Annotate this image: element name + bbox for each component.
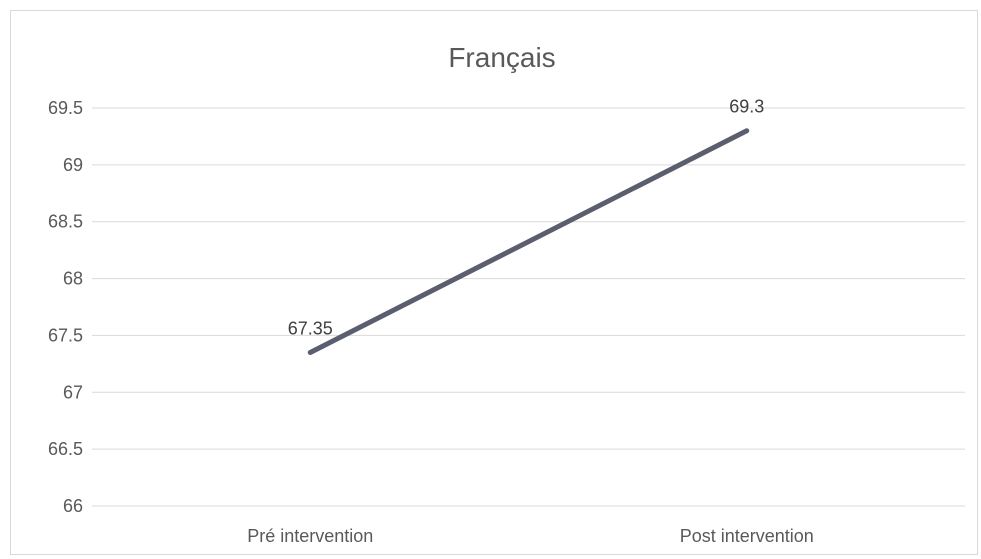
- y-tick-label: 67: [63, 382, 83, 402]
- gridlines: [92, 107, 965, 507]
- y-tick-label: 69.5: [48, 98, 83, 118]
- y-tick-label: 66: [63, 496, 83, 516]
- y-tick-label: 68.5: [48, 212, 83, 232]
- series-line: [307, 128, 750, 355]
- y-tick-label: 68: [63, 269, 83, 289]
- y-tick-label: 69: [63, 155, 83, 175]
- y-tick-label: 66.5: [48, 439, 83, 459]
- y-tick-label: 67.5: [48, 325, 83, 345]
- data-labels: 67.35 69.3: [288, 97, 765, 339]
- series-layer: [307, 128, 750, 355]
- data-label: 69.3: [729, 97, 764, 117]
- chart-frame: [10, 10, 978, 555]
- chart-title: Français: [448, 42, 555, 73]
- x-tick-label: Post intervention: [680, 526, 814, 546]
- data-label: 67.35: [288, 318, 333, 338]
- y-axis-ticks: 66 66.5 67 67.5 68 68.5 69 69.5: [48, 98, 83, 516]
- x-axis-ticks: Pré intervention Post intervention: [247, 526, 814, 546]
- x-tick-label: Pré intervention: [247, 526, 373, 546]
